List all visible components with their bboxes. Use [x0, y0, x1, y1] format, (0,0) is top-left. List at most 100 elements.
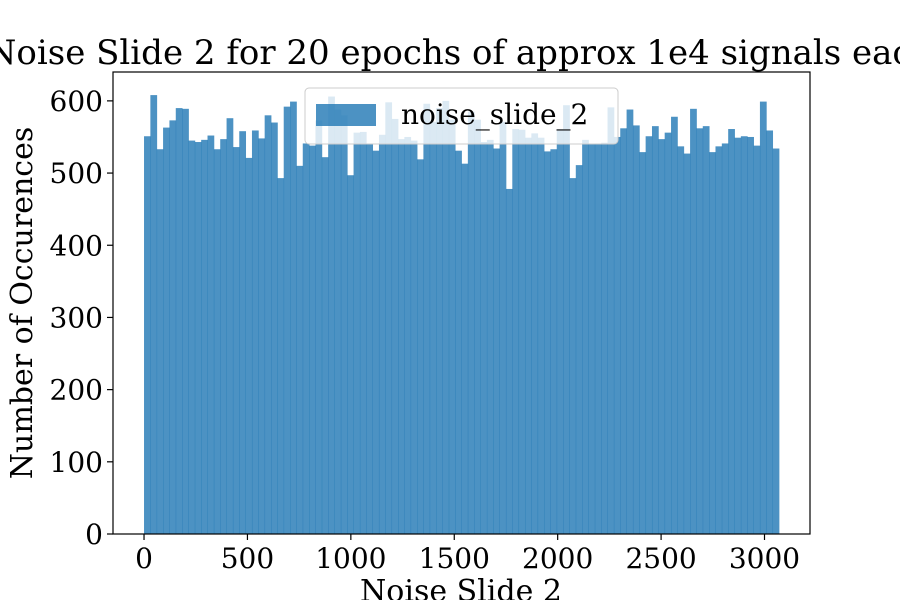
- histogram-bar: [156, 149, 164, 534]
- histogram-bar: [226, 118, 234, 534]
- histogram-bar: [575, 165, 583, 534]
- histogram-bar: [721, 143, 729, 534]
- y-axis-ticks: 0 100 200 300 400 500 600: [50, 85, 113, 551]
- histogram-bar: [366, 143, 374, 534]
- histogram-bar: [353, 132, 361, 534]
- histogram-bar: [404, 136, 412, 534]
- histogram-bar: [391, 118, 399, 534]
- histogram-bar: [759, 101, 767, 535]
- x-tick-label: 3000: [729, 542, 800, 575]
- y-axis-label: Number of Occurences: [5, 127, 40, 479]
- histogram-bar: [677, 146, 685, 534]
- histogram-bar: [372, 150, 380, 534]
- histogram-bar: [194, 142, 202, 534]
- histogram-bar: [486, 139, 494, 534]
- histogram-bar: [766, 130, 774, 535]
- histogram-bar: [283, 106, 291, 535]
- histogram-bar: [321, 157, 329, 534]
- histogram-bar: [632, 125, 640, 534]
- histogram-bar: [378, 134, 386, 534]
- histogram-bar: [150, 95, 158, 534]
- histogram-bar: [480, 142, 488, 534]
- histogram-bar: [309, 145, 316, 534]
- histogram-bar: [442, 100, 450, 534]
- histogram-bar: [340, 115, 348, 534]
- histogram-bar: [626, 109, 634, 534]
- histogram-bar: [359, 131, 367, 534]
- y-tick-label: 100: [50, 446, 103, 479]
- x-tick-label: 0: [135, 542, 153, 575]
- x-tick-label: 1000: [315, 542, 386, 575]
- histogram-bar: [715, 146, 723, 534]
- histogram-bar: [271, 122, 278, 534]
- histogram-bar: [417, 159, 424, 535]
- histogram-bar: [493, 148, 500, 535]
- histogram-bar: [175, 108, 183, 534]
- histogram-bar: [232, 147, 240, 534]
- histogram-bar: [556, 129, 564, 534]
- histogram-bar: [245, 157, 253, 534]
- histogram-bar: [258, 138, 266, 534]
- histogram-bar: [499, 121, 507, 534]
- histogram-bar: [448, 119, 456, 535]
- histogram-bar: [582, 139, 589, 534]
- histogram-bar: [144, 136, 151, 534]
- histogram-bar: [772, 148, 780, 535]
- histogram-bar: [169, 120, 177, 534]
- plot-frame: [112, 71, 811, 535]
- y-tick-label: 0: [85, 518, 103, 551]
- y-tick-label: 600: [50, 85, 103, 118]
- histogram-bar: [709, 152, 716, 535]
- histogram-bar: [410, 140, 418, 534]
- histogram-bars: [144, 95, 780, 535]
- histogram-bar: [690, 108, 697, 535]
- x-tick-label: 1500: [419, 542, 490, 575]
- histogram-bar: [728, 129, 735, 534]
- histogram-bar: [296, 165, 304, 534]
- histogram-bar: [207, 135, 215, 534]
- histogram-bar: [537, 137, 545, 535]
- histogram-bar: [455, 150, 462, 534]
- histogram-bar: [220, 139, 227, 534]
- histogram-bar: [569, 178, 577, 534]
- histogram-bar: [201, 139, 208, 534]
- histogram-bar: [588, 144, 596, 534]
- histogram-bar: [550, 149, 558, 534]
- histogram-bar: [594, 143, 602, 534]
- histogram-bar: [734, 137, 742, 535]
- histogram-bar: [423, 103, 431, 534]
- y-tick-label: 500: [50, 157, 103, 190]
- histogram-bar: [645, 136, 653, 534]
- histogram-bar: [474, 119, 481, 535]
- y-tick-label: 300: [50, 301, 103, 334]
- histogram-bar: [683, 153, 691, 534]
- histogram-bar: [398, 139, 405, 534]
- x-tick-label: 2500: [625, 542, 696, 575]
- histogram-bar: [315, 120, 323, 534]
- histogram-bar: [347, 175, 354, 534]
- histogram-bar: [436, 108, 443, 534]
- histogram-bar: [277, 178, 285, 534]
- histogram-bar: [607, 107, 615, 534]
- histogram-bar: [264, 115, 272, 534]
- y-tick-label: 200: [50, 374, 103, 407]
- histogram-bar: [702, 126, 710, 534]
- histogram-bar: [163, 127, 170, 534]
- histogram-bar: [740, 136, 748, 534]
- y-tick-label: 400: [50, 229, 103, 262]
- histogram-bar: [182, 108, 189, 535]
- x-tick-label: 2000: [522, 542, 593, 575]
- histogram-bar: [531, 133, 539, 534]
- chart-title: Noise Slide 2 for 20 epochs of approx 1e…: [0, 33, 900, 73]
- histogram-bar: [671, 116, 678, 534]
- histogram-bar: [658, 139, 666, 534]
- histogram-bar: [328, 96, 335, 534]
- histogram-bar: [620, 128, 627, 534]
- histogram-bar: [524, 137, 532, 535]
- histogram-bar: [639, 152, 647, 535]
- histogram-bar: [544, 151, 551, 534]
- histogram-bar: [429, 121, 437, 534]
- histogram-bar: [239, 131, 247, 534]
- histogram-bar: [563, 105, 570, 535]
